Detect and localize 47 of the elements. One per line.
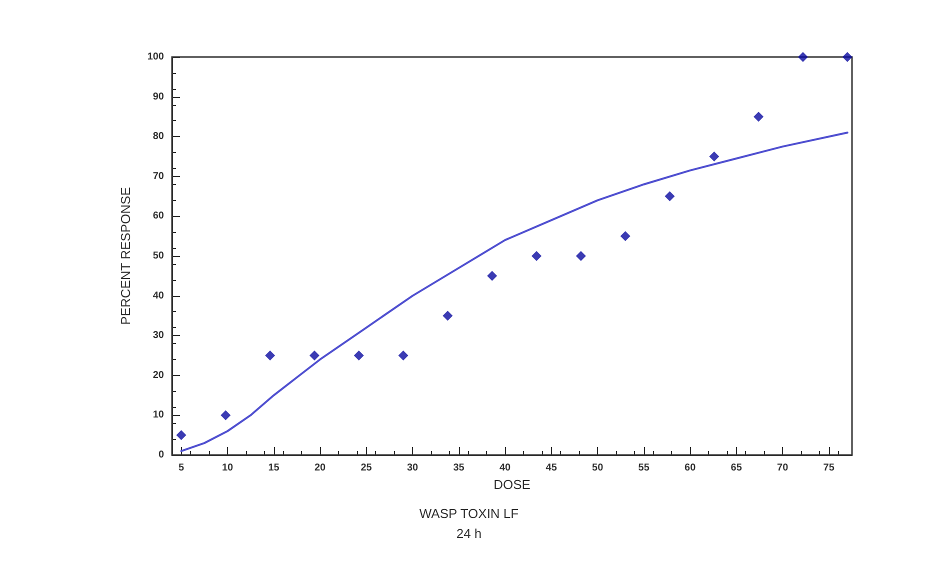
y-tick-label: 70 — [152, 170, 164, 182]
x-tick-label: 30 — [406, 462, 419, 474]
point — [798, 52, 808, 62]
y-tick-label: 10 — [152, 410, 164, 421]
y-tick-label: 60 — [152, 210, 164, 222]
x-tick-label: 25 — [360, 462, 372, 474]
y-tick-label: 40 — [152, 290, 164, 302]
x-tick-label: 35 — [453, 462, 465, 474]
x-tick-label: 75 — [823, 462, 835, 474]
y-tick-label: 90 — [152, 91, 164, 102]
point — [754, 112, 764, 122]
y-tick-label: 50 — [152, 250, 164, 262]
text: 24 h — [456, 526, 482, 541]
point — [309, 350, 320, 360]
point — [620, 231, 630, 242]
y-tick-label: 20 — [152, 370, 164, 381]
text: WASP TOXIN LF — [419, 506, 519, 521]
point — [664, 191, 675, 202]
point — [220, 410, 231, 420]
point — [442, 310, 453, 321]
point — [487, 270, 498, 281]
point — [532, 251, 542, 261]
x-tick-label: 10 — [222, 462, 234, 474]
point — [176, 430, 186, 440]
y-tick-label: 0 — [158, 450, 164, 460]
x-tick-label: 40 — [500, 462, 512, 474]
x-tick-label: 50 — [592, 462, 604, 474]
x-tick-label: 5 — [178, 462, 184, 474]
x-tick-label: 45 — [546, 462, 558, 474]
x-tick-label: 65 — [730, 462, 742, 474]
x-tick-label: 20 — [314, 462, 326, 474]
y-tick-label: 100 — [147, 52, 164, 62]
line-series — [180, 132, 848, 452]
x-tick-label: 15 — [268, 462, 280, 474]
x-tick-label: 60 — [684, 462, 696, 474]
x-axis-title: DOSE — [494, 476, 531, 492]
point — [354, 350, 364, 360]
point — [265, 350, 276, 360]
y-tick-label: 80 — [152, 131, 164, 142]
point — [576, 251, 586, 261]
point — [398, 350, 408, 360]
point — [709, 152, 720, 162]
x-tick-label: 55 — [638, 462, 650, 474]
point — [842, 52, 852, 62]
y-axis-title: PERCENT RESPONSE — [118, 186, 133, 325]
y-tick-label: 30 — [152, 330, 164, 342]
x-tick-label: 70 — [777, 462, 789, 474]
